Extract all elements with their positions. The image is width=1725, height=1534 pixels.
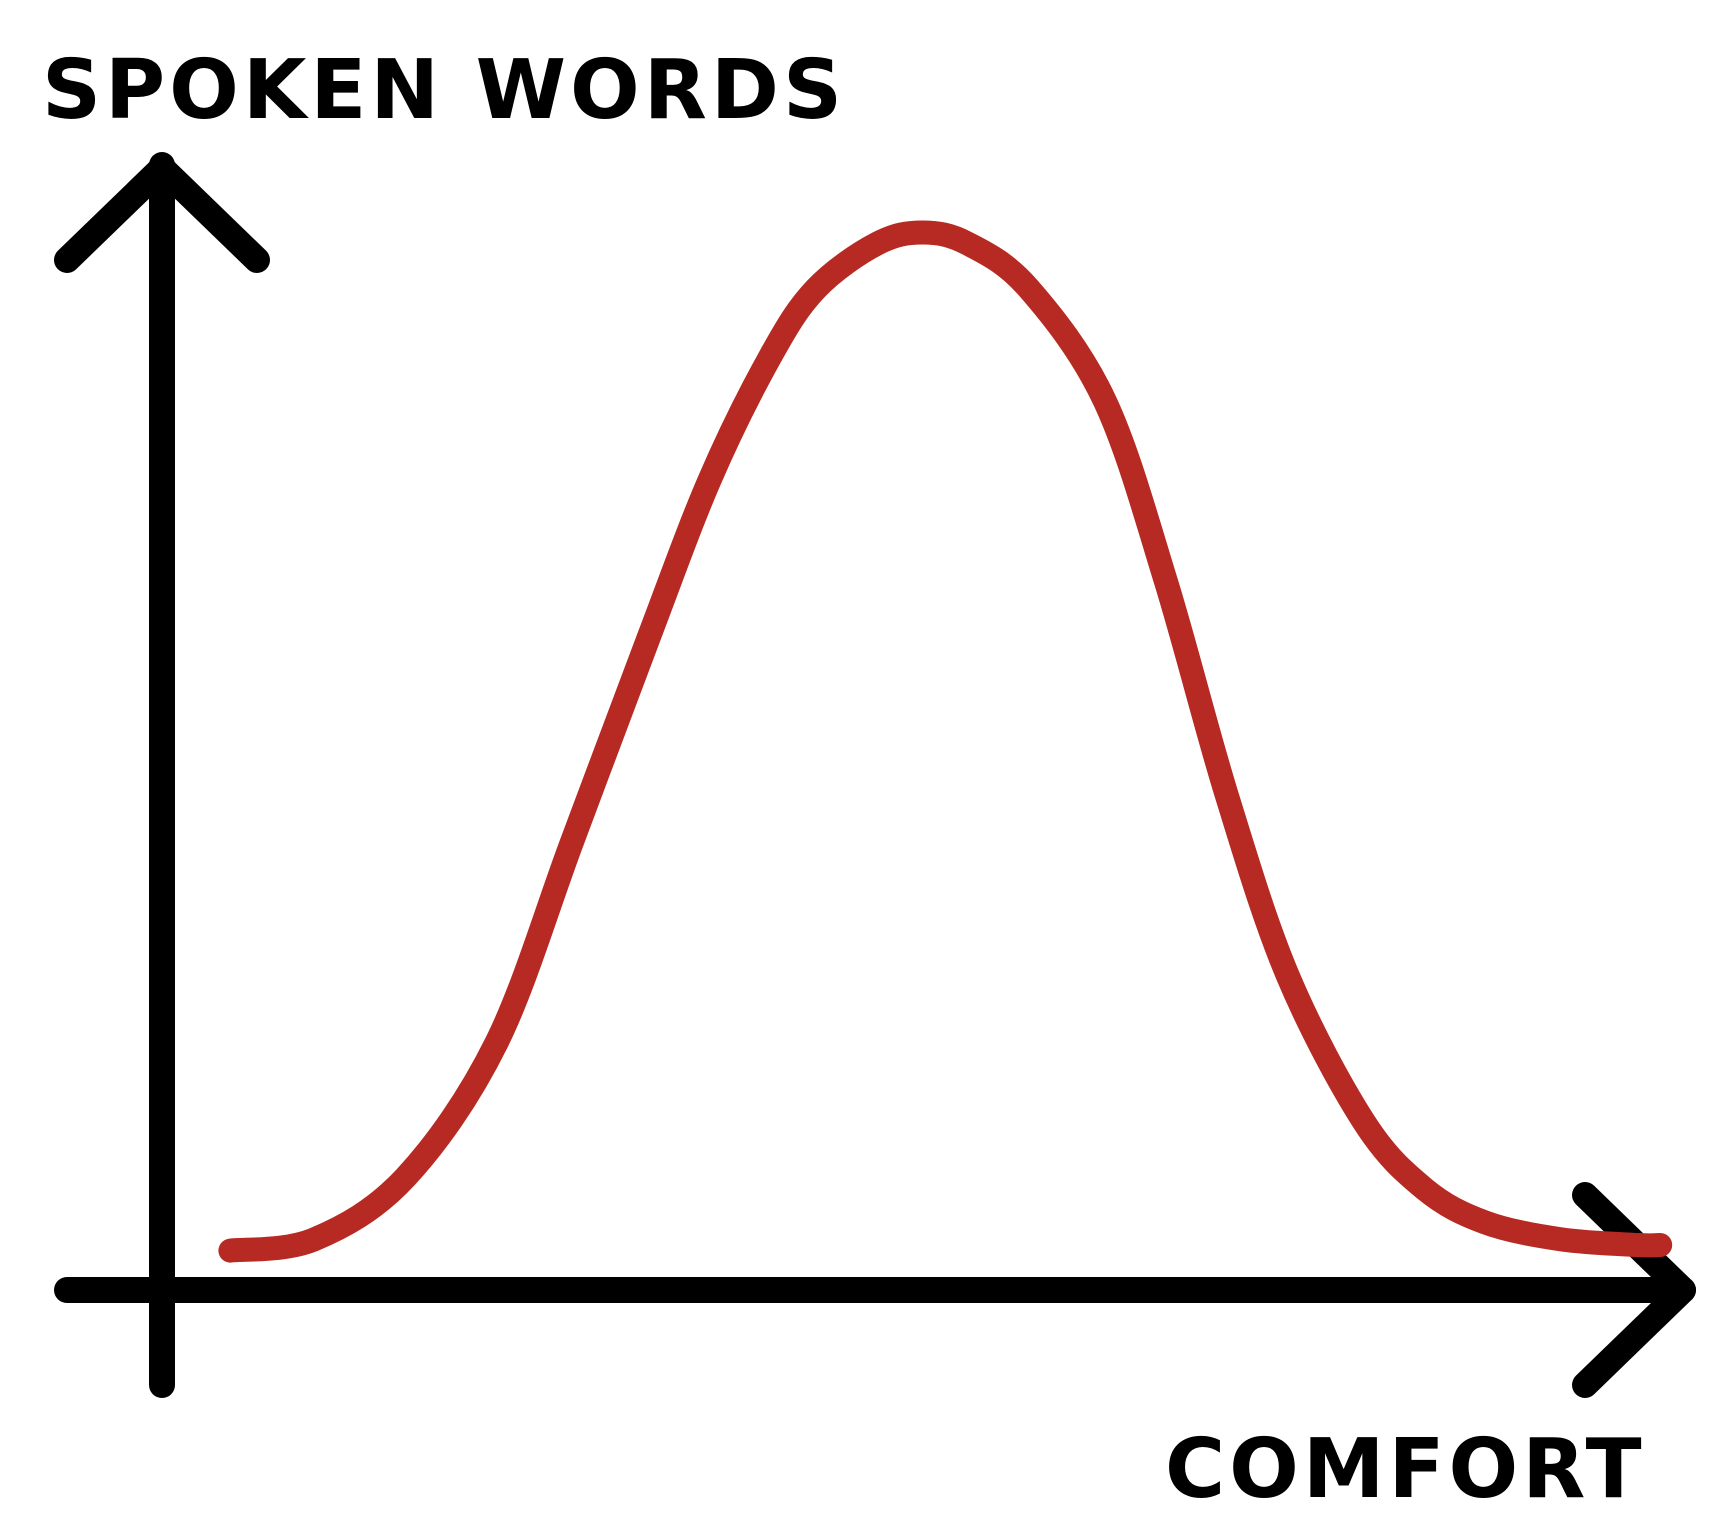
x-axis: [54, 1182, 1696, 1398]
y-axis: [54, 152, 270, 1398]
x-axis-title: COMFORT: [1165, 1422, 1646, 1517]
y-axis-arrowhead: [54, 155, 270, 273]
series-layer: [218, 220, 1673, 1263]
y-axis-title: SPOKEN WORDS: [42, 43, 846, 138]
series-line-0: [218, 220, 1673, 1263]
x-axis-arrowhead: [1572, 1182, 1696, 1398]
